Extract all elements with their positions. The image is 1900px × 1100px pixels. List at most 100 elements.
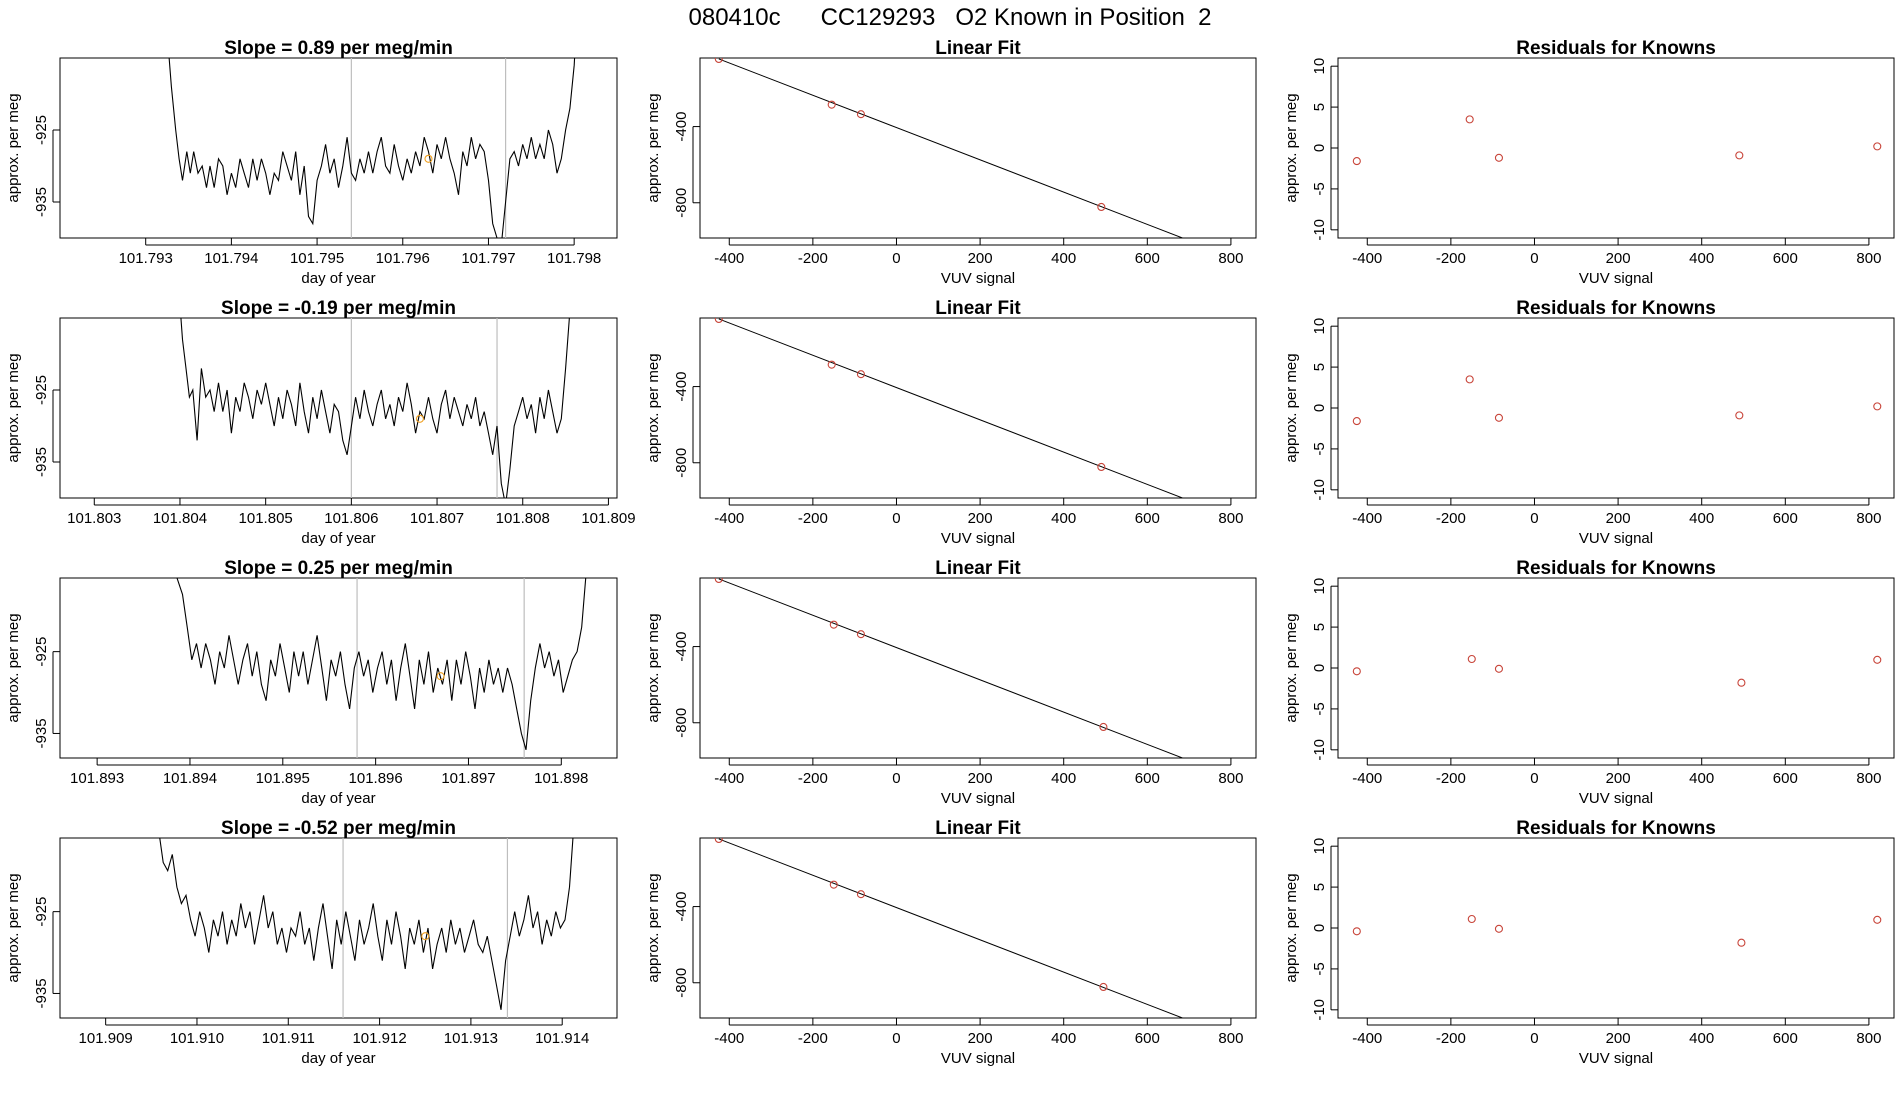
x-tick-label: -400 [1352,1030,1382,1047]
x-tick-label: 101.798 [547,250,601,267]
plot-frame [699,837,1257,1019]
x-tick-label: 800 [1218,770,1243,787]
y-tick-label: -400 [673,372,690,402]
x-tick-label: 101.896 [349,770,403,787]
y-tick-label: -935 [33,447,50,477]
residual-point [1873,142,1882,151]
x-tick-label: 200 [968,250,993,267]
y-tick-label: -800 [673,708,690,738]
x-tick-label: -400 [714,770,744,787]
data-point [856,370,865,379]
x-tick-label: -400 [714,250,744,267]
x-tick-label: 200 [1606,770,1631,787]
x-tick-label: 0 [892,1030,900,1047]
x-axis-label: day of year [301,790,375,807]
y-tick-label: -10 [1311,739,1328,761]
x-axis-label: VUV signal [941,270,1015,287]
y-tick-label: -400 [673,632,690,662]
x-tick-label: 600 [1135,770,1160,787]
y-tick-label: -925 [33,115,50,145]
residual-point [1352,927,1361,936]
y-tick-label: -5 [1311,702,1328,715]
x-tick-label: -200 [1436,250,1466,267]
chart-title: Residuals for Knowns [1516,558,1716,579]
x-axis-label: VUV signal [1579,1050,1653,1067]
y-axis-label: approx. per meg [1283,613,1300,722]
y-axis-label: approx. per meg [5,873,22,982]
x-tick-label: 0 [1530,770,1538,787]
chart-panel-residual-row-2: Residuals for Knowns -400 -200 0 200 400 600 80… [1283,298,1895,547]
fit-line [718,318,1184,498]
highlight-point [424,154,433,163]
y-axis-label: approx. per meg [645,93,662,202]
y-axis-label: approx. per meg [1283,873,1300,982]
x-tick-label: 400 [1051,1030,1076,1047]
residual-point [1352,667,1361,676]
x-tick-label: -400 [714,510,744,527]
x-tick-label: -200 [1436,770,1466,787]
plot-area [1352,375,1882,426]
x-tick-label: 400 [1689,770,1714,787]
x-axis-label: VUV signal [1579,790,1653,807]
y-tick-label: -935 [33,187,50,217]
y-tick-label: 0 [1311,144,1328,152]
data-point [827,360,836,369]
y-tick-label: -10 [1311,479,1328,501]
plot-area [176,578,587,758]
plot-area [1352,654,1882,687]
plot-area [168,58,576,238]
chart-title: Slope = -0.19 per meg/min [221,298,456,319]
x-tick-label: 800 [1218,510,1243,527]
fit-line [718,58,1184,238]
residual-point [1494,664,1503,673]
x-tick-label: 101.913 [444,1030,498,1047]
x-tick-label: -200 [1436,510,1466,527]
data-point [1097,462,1106,472]
chart-panel-residual-row-4: Residuals for Knowns -400 -200 0 200 400 600 80… [1283,818,1895,1067]
x-tick-label: 400 [1689,250,1714,267]
chart-panel-time-row-4: Slope = -0.52 per meg/min 101.909 101.910 1… [5,818,618,1067]
y-tick-label: 10 [1311,318,1328,335]
x-tick-label: -200 [798,1030,828,1047]
y-tick-label: -925 [33,897,50,927]
y-tick-label: 5 [1311,103,1328,111]
y-tick-label: -10 [1311,999,1328,1021]
x-tick-label: 101.807 [410,510,464,527]
page-title: 080410c CC129293 O2 Known in Position 2 [688,4,1212,31]
residual-point [1873,915,1882,924]
plot-area [714,578,1184,758]
chart-panel-time-row-1: Slope = 0.89 per meg/min 101.793 101.794 10… [5,38,618,287]
data-point [714,838,723,844]
plot-area [714,58,1184,238]
y-tick-label: -935 [33,718,50,748]
x-tick-label: 101.796 [376,250,430,267]
x-tick-label: 101.898 [534,770,588,787]
residual-point [1467,914,1476,924]
x-tick-label: 0 [1530,250,1538,267]
x-tick-label: 600 [1773,1030,1798,1047]
x-tick-label: 800 [1856,1030,1881,1047]
data-point [714,578,723,584]
x-tick-label: -400 [714,1030,744,1047]
y-tick-label: 0 [1311,404,1328,412]
y-tick-label: 5 [1311,883,1328,891]
x-tick-label: 101.804 [153,510,207,527]
residual-point [1737,678,1746,687]
plot-frame [1337,57,1895,239]
x-tick-label: 101.793 [119,250,173,267]
x-tick-label: 400 [1051,250,1076,267]
residual-point [1465,115,1474,124]
plot-frame [699,317,1257,499]
plot-area [714,318,1184,498]
x-tick-label: 101.897 [441,770,495,787]
y-tick-label: -800 [673,188,690,218]
data-point [714,58,723,64]
x-tick-label: 101.910 [170,1030,224,1047]
data-point [1099,722,1108,732]
y-tick-label: -400 [673,112,690,142]
x-tick-label: 101.797 [461,250,515,267]
plot-area [180,318,570,498]
plot-frame [59,57,618,239]
data-point [856,110,865,119]
residual-point [1737,938,1746,947]
